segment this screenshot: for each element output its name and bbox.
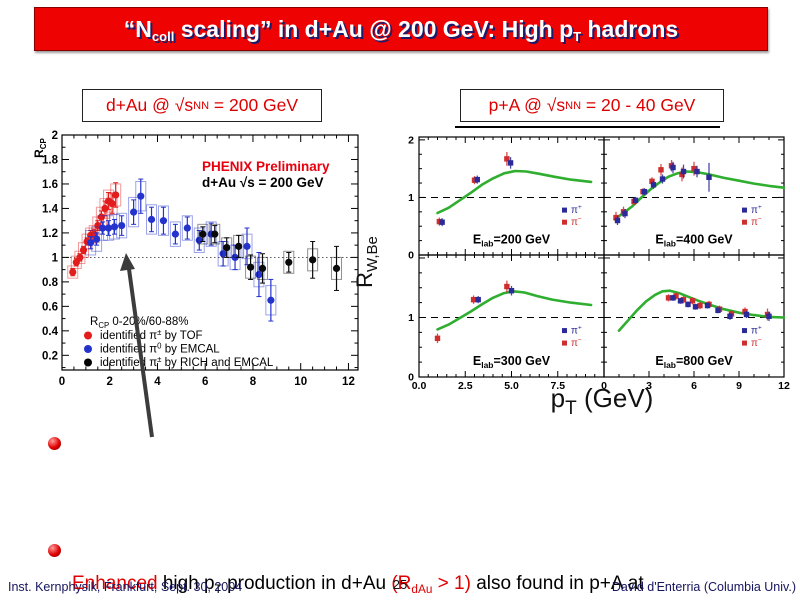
svg-text:0.6: 0.6 [42, 301, 58, 313]
svg-text:0: 0 [601, 380, 607, 392]
svg-text:7.5: 7.5 [550, 380, 565, 392]
label-text: p+A @ √s [488, 95, 566, 115]
text-segment: also found in p+A at [470, 573, 644, 594]
svg-text:1.6: 1.6 [42, 179, 58, 191]
bullet-icon [48, 544, 61, 557]
svg-text:3: 3 [646, 380, 652, 392]
svg-text:π−: π− [571, 216, 582, 228]
text-segment: production in d+Au [221, 573, 392, 594]
axis-label-text: (GeV) [576, 383, 654, 413]
svg-text:4: 4 [154, 376, 161, 388]
label-text: = 20 - 40 GeV [581, 95, 696, 115]
svg-text:12: 12 [778, 380, 790, 392]
svg-text:12: 12 [342, 376, 355, 388]
svg-text:1: 1 [408, 312, 414, 324]
axis-label-text: R [352, 271, 377, 288]
title-part: scaling” in d+Au @ 200 GeV: High p [174, 15, 574, 42]
bullet-icon [48, 437, 61, 450]
label-box-dau: d+Au @ √s NN = 200 GeV [82, 89, 322, 122]
svg-text:Elab=200 GeV: Elab=200 GeV [473, 232, 551, 248]
svg-text:6: 6 [202, 376, 208, 388]
svg-text:0.4: 0.4 [42, 326, 59, 338]
bullet-line: Enhanced high pT production in d+Au (RdA… [72, 570, 766, 598]
svg-text:6: 6 [691, 380, 697, 392]
svg-text:PHENIX Preliminary: PHENIX Preliminary [202, 159, 330, 174]
footer-institute: Inst. Kernphysik, Frankfurt, Sept. 30, 2… [8, 580, 243, 594]
svg-text:d+Au √s = 200 GeV: d+Au √s = 200 GeV [202, 175, 323, 190]
footer-author: David d'Enterria (Columbia Univ.) [611, 580, 796, 594]
text-subscript: dAu [411, 583, 433, 596]
svg-text:RCP 0-20%/60-88%: RCP 0-20%/60-88% [90, 316, 188, 330]
svg-text:10: 10 [294, 376, 307, 388]
title-banner: “Ncoll scaling” in d+Au @ 200 GeV: High … [34, 7, 768, 51]
svg-text:2: 2 [408, 134, 414, 146]
svg-text:identified π± by RICH and EMCA: identified π± by RICH and EMCAL [100, 355, 274, 369]
svg-text:Elab=400 GeV: Elab=400 GeV [655, 232, 733, 248]
svg-text:8: 8 [250, 376, 257, 388]
svg-text:2: 2 [107, 376, 113, 388]
title-part: hadrons [581, 15, 679, 42]
rwbe-y-axis-label: RW,Be [352, 207, 381, 317]
svg-text:Elab=300 GeV: Elab=300 GeV [473, 354, 551, 370]
svg-text:2.5: 2.5 [458, 380, 473, 392]
page-title: “Ncoll scaling” in d+Au @ 200 GeV: High … [124, 16, 678, 43]
svg-text:π+: π+ [751, 204, 762, 216]
title-subscript: coll [151, 28, 175, 44]
svg-text:2: 2 [52, 130, 58, 142]
svg-text:1: 1 [52, 252, 59, 264]
text-segment: (R [391, 573, 412, 594]
axis-label-subscript: T [565, 398, 577, 419]
text-segment: > 1) [432, 573, 471, 594]
svg-text:Elab=800 GeV: Elab=800 GeV [655, 354, 733, 370]
svg-text:0.8: 0.8 [42, 277, 59, 289]
page-number: 25 [392, 577, 408, 592]
bullet-point-2: Expected pQCD behaviour (RpA,dA~1) recov… [46, 537, 766, 600]
figure-top-border [455, 126, 720, 128]
title-subscript: T [573, 28, 582, 44]
pt-x-axis-label: pT (GeV) [472, 383, 732, 418]
svg-text:0: 0 [408, 250, 414, 262]
bullet-text: Enhanced high pT production in d+Au (RdA… [72, 514, 766, 600]
label-text: d+Au @ √s [105, 95, 194, 115]
svg-text:identified π± by TOF: identified π± by TOF [100, 328, 203, 342]
svg-text:1: 1 [408, 192, 414, 204]
rcp-chart: 0 2 4 6 8 10 12 0.2 0.4 0.6 0.8 1 1.2 1.4 1.6 1.8 2 PHENI… [42, 130, 359, 438]
svg-text:π+: π+ [571, 325, 582, 337]
svg-text:5.0: 5.0 [504, 380, 519, 392]
svg-text:π−: π− [571, 337, 582, 349]
axis-label-subscript: W,Be [364, 236, 381, 272]
svg-text:0: 0 [59, 376, 65, 388]
svg-text:π−: π− [751, 216, 762, 228]
svg-text:1.2: 1.2 [42, 228, 58, 240]
svg-text:9: 9 [736, 380, 742, 392]
title-part: “N [123, 15, 152, 42]
svg-text:π+: π+ [571, 204, 582, 216]
bullet-point-1: Enhanced high pT production in d+Au (RdA… [46, 430, 766, 600]
axis-label-text: p [550, 383, 566, 413]
label-text: = 200 GeV [209, 95, 299, 115]
svg-text:1.4: 1.4 [42, 203, 59, 215]
label-box-pa: p+A @ √s NN = 20 - 40 GeV [460, 89, 724, 122]
svg-text:1.8: 1.8 [42, 154, 59, 166]
svg-text:0.0: 0.0 [412, 380, 427, 392]
text-subscript: T [214, 583, 222, 596]
text-segment: high p [157, 573, 215, 594]
svg-text:0: 0 [408, 372, 414, 384]
svg-text:0.2: 0.2 [42, 350, 58, 362]
text-segment: Enhanced [72, 573, 158, 594]
svg-text:identified π0 by EMCAL: identified π0 by EMCAL [100, 342, 220, 356]
svg-text:π+: π+ [751, 325, 762, 337]
svg-text:π−: π− [751, 337, 762, 349]
